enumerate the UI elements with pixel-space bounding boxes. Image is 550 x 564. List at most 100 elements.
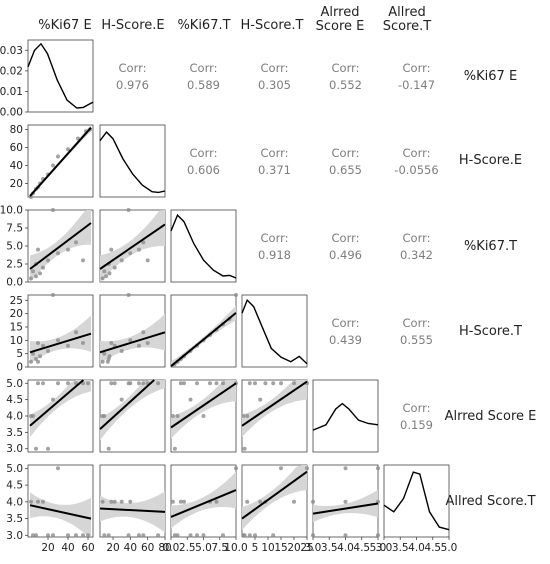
scatter-point [279, 466, 283, 471]
y-tick-label: 20 [10, 308, 23, 320]
scatter-point [51, 533, 55, 538]
column-title-ki67-e: %Ki67 E [38, 18, 92, 33]
row-title-allred-score-t: Allred Score.T [445, 494, 536, 509]
scatter-point [41, 499, 45, 504]
scatter-point [208, 381, 212, 386]
scatter-point [46, 258, 50, 263]
scatter-point [170, 414, 175, 418]
scatter-point [41, 265, 45, 270]
scatter-point [234, 466, 238, 471]
column-title-alrred-score-e: Alrred Score E [315, 5, 365, 34]
scatter-point [106, 533, 111, 538]
scatter-point [128, 251, 133, 256]
panel-frame [27, 464, 94, 538]
scatter-point [128, 338, 133, 343]
x-tick-label: 40 [124, 542, 137, 554]
scatter-point [245, 414, 250, 418]
scatter-point [106, 446, 111, 451]
scatter-point [51, 163, 55, 168]
y-tick-label: 0.01 [0, 86, 23, 98]
x-tick-label: 15 [274, 542, 287, 554]
confidence-band [313, 489, 378, 523]
scatter-point [74, 240, 78, 245]
scatter-point [109, 499, 114, 504]
x-tick-label: 25 [300, 542, 313, 554]
scatter-point [126, 293, 131, 297]
y-tick-label: 0.0 [6, 277, 23, 289]
corr-value: -0.147 [398, 78, 435, 92]
x-tick-label: 3.5 [321, 542, 338, 554]
scatter-point [126, 208, 131, 212]
scatter-point [137, 343, 141, 348]
scatter-point [128, 499, 133, 504]
row-title-ki67-t: %Ki67.T [463, 239, 518, 254]
panel-frame [99, 379, 166, 453]
scatter-point [137, 247, 141, 252]
scatter-point [31, 269, 35, 274]
density-curve [27, 42, 94, 109]
x-tick-label: 4.5 [353, 542, 370, 554]
scatter-point [109, 341, 114, 345]
scatter-point [100, 499, 105, 504]
corr-label: Corr: [403, 401, 431, 415]
panel-frame [27, 294, 94, 368]
corr-label: Corr: [190, 61, 218, 75]
row-title-ki67-e: %Ki67 E [463, 69, 518, 84]
scatter-point [86, 381, 90, 386]
scatter-point [34, 274, 38, 279]
scatter-point [343, 466, 348, 471]
y-tick-label: 4.0 [6, 411, 23, 423]
corr-value: 0.552 [329, 78, 362, 92]
x-tick-label: 3.0 [305, 542, 322, 554]
x-tick-label: 20 [106, 542, 119, 554]
corr-value: 0.589 [187, 78, 220, 92]
confidence-band [30, 380, 91, 438]
corr-label: Corr: [403, 146, 431, 160]
x-tick-label: 5 [252, 542, 259, 554]
scatter-point [112, 381, 117, 386]
x-tick-label: 4.0 [408, 542, 425, 554]
scatter-point [145, 258, 150, 263]
scatter-point [36, 341, 40, 345]
scatter-point [141, 381, 146, 386]
row-title-hscore-e: H-Score.E [458, 153, 523, 168]
scatter-point [178, 381, 183, 386]
scatter-point [172, 446, 177, 451]
column-title-ki67-t: %Ki67.T [177, 18, 231, 33]
panel-frame [312, 379, 379, 453]
scatter-point [51, 208, 55, 212]
confidence-band [171, 471, 236, 529]
scatter-point [51, 293, 55, 297]
corr-label: Corr: [261, 61, 289, 75]
corr-value: 0.606 [187, 163, 220, 177]
corr-label: Corr: [403, 316, 431, 330]
column-title-allred-score-t: Allred Score.T [382, 5, 432, 34]
scatter-point [119, 258, 124, 263]
regression-line [29, 127, 92, 197]
scatter-point [201, 414, 206, 418]
scatter-point [102, 269, 107, 274]
corr-label: Corr: [261, 231, 289, 245]
scatter-point [102, 351, 107, 356]
y-tick-label: 3.5 [6, 513, 23, 525]
y-tick-label: 60 [10, 142, 23, 154]
x-tick-label: 0.0 [163, 542, 180, 554]
regression-line [29, 379, 85, 427]
scatter-point [81, 533, 85, 538]
scatter-point [31, 414, 35, 418]
scatter-point [201, 533, 206, 538]
corr-value: 0.342 [400, 248, 433, 262]
scatter-point [311, 499, 315, 504]
scatter-point [41, 381, 45, 386]
regression-line [99, 507, 166, 513]
regression-line [312, 502, 379, 515]
confidence-band [242, 380, 307, 438]
confidence-band [30, 315, 91, 364]
x-tick-label: 60 [81, 542, 94, 554]
scatter-point [51, 397, 55, 402]
y-tick-label: 5.0 [6, 241, 23, 253]
corr-value: 0.655 [329, 163, 362, 177]
panel-frame [170, 294, 237, 368]
confidence-band [242, 465, 307, 531]
scatter-point [102, 414, 107, 418]
